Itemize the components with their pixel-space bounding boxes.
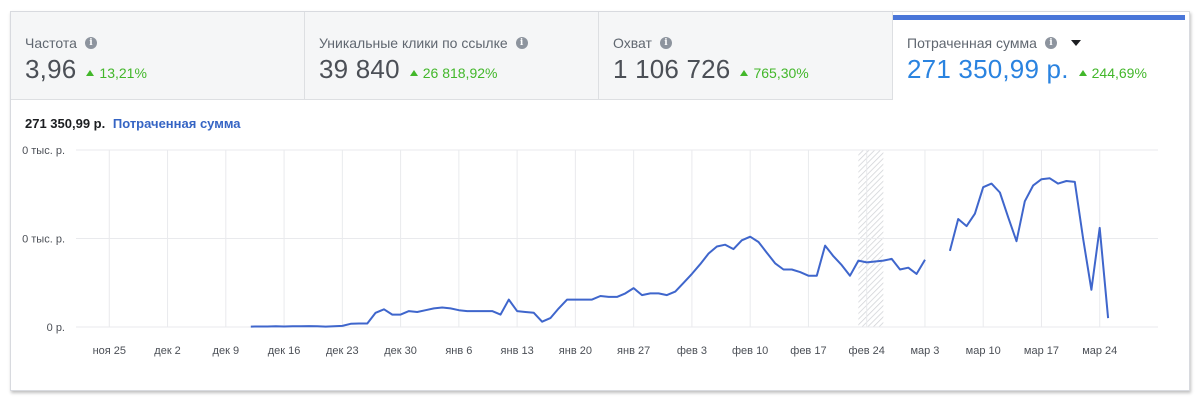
info-icon[interactable]: i — [659, 37, 672, 49]
x-tick-label: фев 24 — [849, 345, 885, 357]
metric-change-text: 765,30% — [753, 65, 809, 81]
x-tick-label: фев 17 — [790, 345, 826, 357]
metric-value: 271 350,99 р. — [907, 54, 1069, 84]
x-tick-label: янв 20 — [559, 345, 592, 357]
metric-change-text: 13,21% — [99, 65, 147, 81]
metric-value: 39 840 — [319, 54, 400, 84]
metric-change: 13,21% — [86, 65, 147, 81]
x-tick-label: фев 3 — [677, 345, 707, 357]
arrow-up-icon — [1078, 70, 1087, 76]
x-tick-label: дек 30 — [384, 345, 417, 357]
metric-change: 244,69% — [1078, 65, 1147, 81]
metric-change-text: 244,69% — [1091, 65, 1147, 81]
metric-title: Охват — [613, 35, 652, 51]
x-tick-label: дек 23 — [326, 345, 359, 357]
x-tick-label: дек 9 — [213, 345, 240, 357]
metric-tab-reach[interactable]: Охват i 1 106 726 765,30% — [599, 12, 893, 100]
info-icon[interactable]: i — [515, 37, 528, 49]
metric-tab-frequency[interactable]: Частота i 3,96 13,21% — [11, 12, 305, 100]
x-tick-label: ноя 25 — [93, 345, 126, 357]
x-tick-label: янв 13 — [501, 345, 534, 357]
x-tick-label: янв 6 — [445, 345, 472, 357]
x-tick-label: мар 17 — [1024, 345, 1059, 357]
arrow-up-icon — [86, 70, 95, 76]
arrow-up-icon — [409, 70, 418, 76]
metric-title: Потраченная сумма — [907, 35, 1037, 51]
x-tick-label: мар 10 — [966, 345, 1001, 357]
metric-change: 26 818,92% — [409, 65, 498, 81]
x-tick-label: янв 27 — [617, 345, 650, 357]
metric-value: 1 106 726 — [613, 54, 731, 84]
insights-panel: Частота i 3,96 13,21% Уникальные клики п… — [10, 11, 1190, 391]
y-tick-label: 0 тыс. р. — [22, 234, 65, 246]
caret-down-icon[interactable] — [1070, 40, 1081, 46]
metric-tab-unique-link-clicks[interactable]: Уникальные клики по ссылке i 39 840 26 8… — [305, 12, 599, 100]
metric-change-text: 26 818,92% — [422, 65, 498, 81]
metric-title: Уникальные клики по ссылке — [319, 35, 508, 51]
x-tick-label: дек 2 — [154, 345, 181, 357]
metric-tabs: Частота i 3,96 13,21% Уникальные клики п… — [11, 12, 1189, 100]
x-tick-label: мар 24 — [1082, 345, 1117, 357]
y-tick-label: 0 р. — [47, 322, 65, 334]
chart-header-label: Потраченная сумма — [112, 116, 241, 131]
spend-line-chart: 0 тыс. р. 0 тыс. р. 0 р. ноя 25 дек 2 дек 9 де… — [22, 145, 1158, 357]
arrow-up-icon — [740, 70, 749, 76]
info-icon[interactable]: i — [1044, 37, 1057, 49]
y-tick-label: 0 тыс. р. — [22, 145, 65, 157]
metric-title: Частота — [25, 35, 77, 51]
series-line — [250, 235, 926, 328]
series-line — [948, 177, 1110, 319]
x-tick-label: дек 16 — [268, 345, 301, 357]
info-icon[interactable]: i — [84, 37, 97, 49]
chart-header-value: 271 350,99 р. — [25, 116, 106, 131]
metric-change: 765,30% — [740, 65, 809, 81]
x-tick-label: мар 3 — [910, 345, 939, 357]
chart-header: 271 350,99 р. Потраченная сумма — [25, 116, 241, 131]
metric-value: 3,96 — [25, 54, 77, 84]
x-tick-label: фев 10 — [732, 345, 768, 357]
metric-tab-amount-spent[interactable]: Потраченная сумма i 271 350,99 р. 244,69… — [893, 12, 1185, 100]
